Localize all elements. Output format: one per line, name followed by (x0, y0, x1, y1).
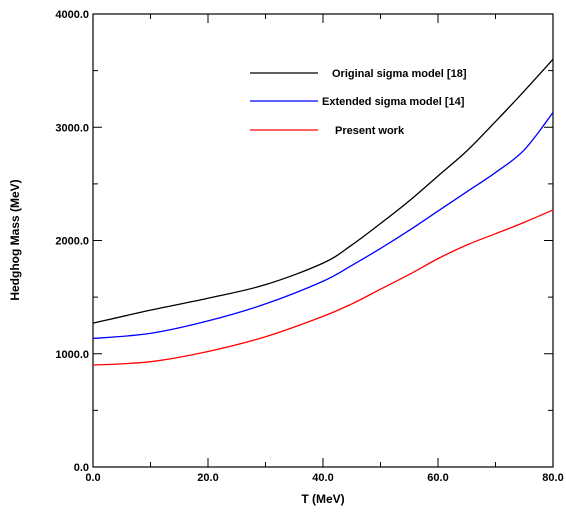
series-line-2 (92, 112, 554, 340)
x-tick-label: 60.0 (427, 472, 448, 484)
x-axis-label: T (MeV) (301, 492, 344, 506)
y-tick-label: 4000.0 (55, 9, 89, 21)
y-tick-label: 0.0 (74, 462, 89, 474)
x-tick-label: 40.0 (312, 472, 333, 484)
x-tick-label: 80.0 (542, 472, 563, 484)
series-lines (92, 58, 554, 366)
x-tick-label: 0.0 (85, 472, 100, 484)
y-axis-label: Hedghog Mass (MeV) (8, 179, 22, 300)
x-tick-label: 20.0 (197, 472, 218, 484)
legend: Original sigma model [18] Extended sigma … (250, 68, 467, 137)
y-tick-label: 3000.0 (55, 122, 89, 134)
legend-label: Present work (335, 125, 405, 137)
series-line-3 (92, 209, 554, 366)
legend-label: Extended sigma model [14] (322, 96, 465, 108)
y-tick-label: 2000.0 (55, 236, 89, 248)
axis-ticks: 0.0 20.0 40.0 60.0 80.0 0.0 1000.0 2000.0 3000.0… (55, 9, 563, 484)
series-line-1 (92, 58, 554, 324)
plot-frame (92, 13, 554, 468)
legend-label: Original sigma model [18] (332, 68, 467, 80)
y-tick-label: 1000.0 (55, 349, 89, 361)
